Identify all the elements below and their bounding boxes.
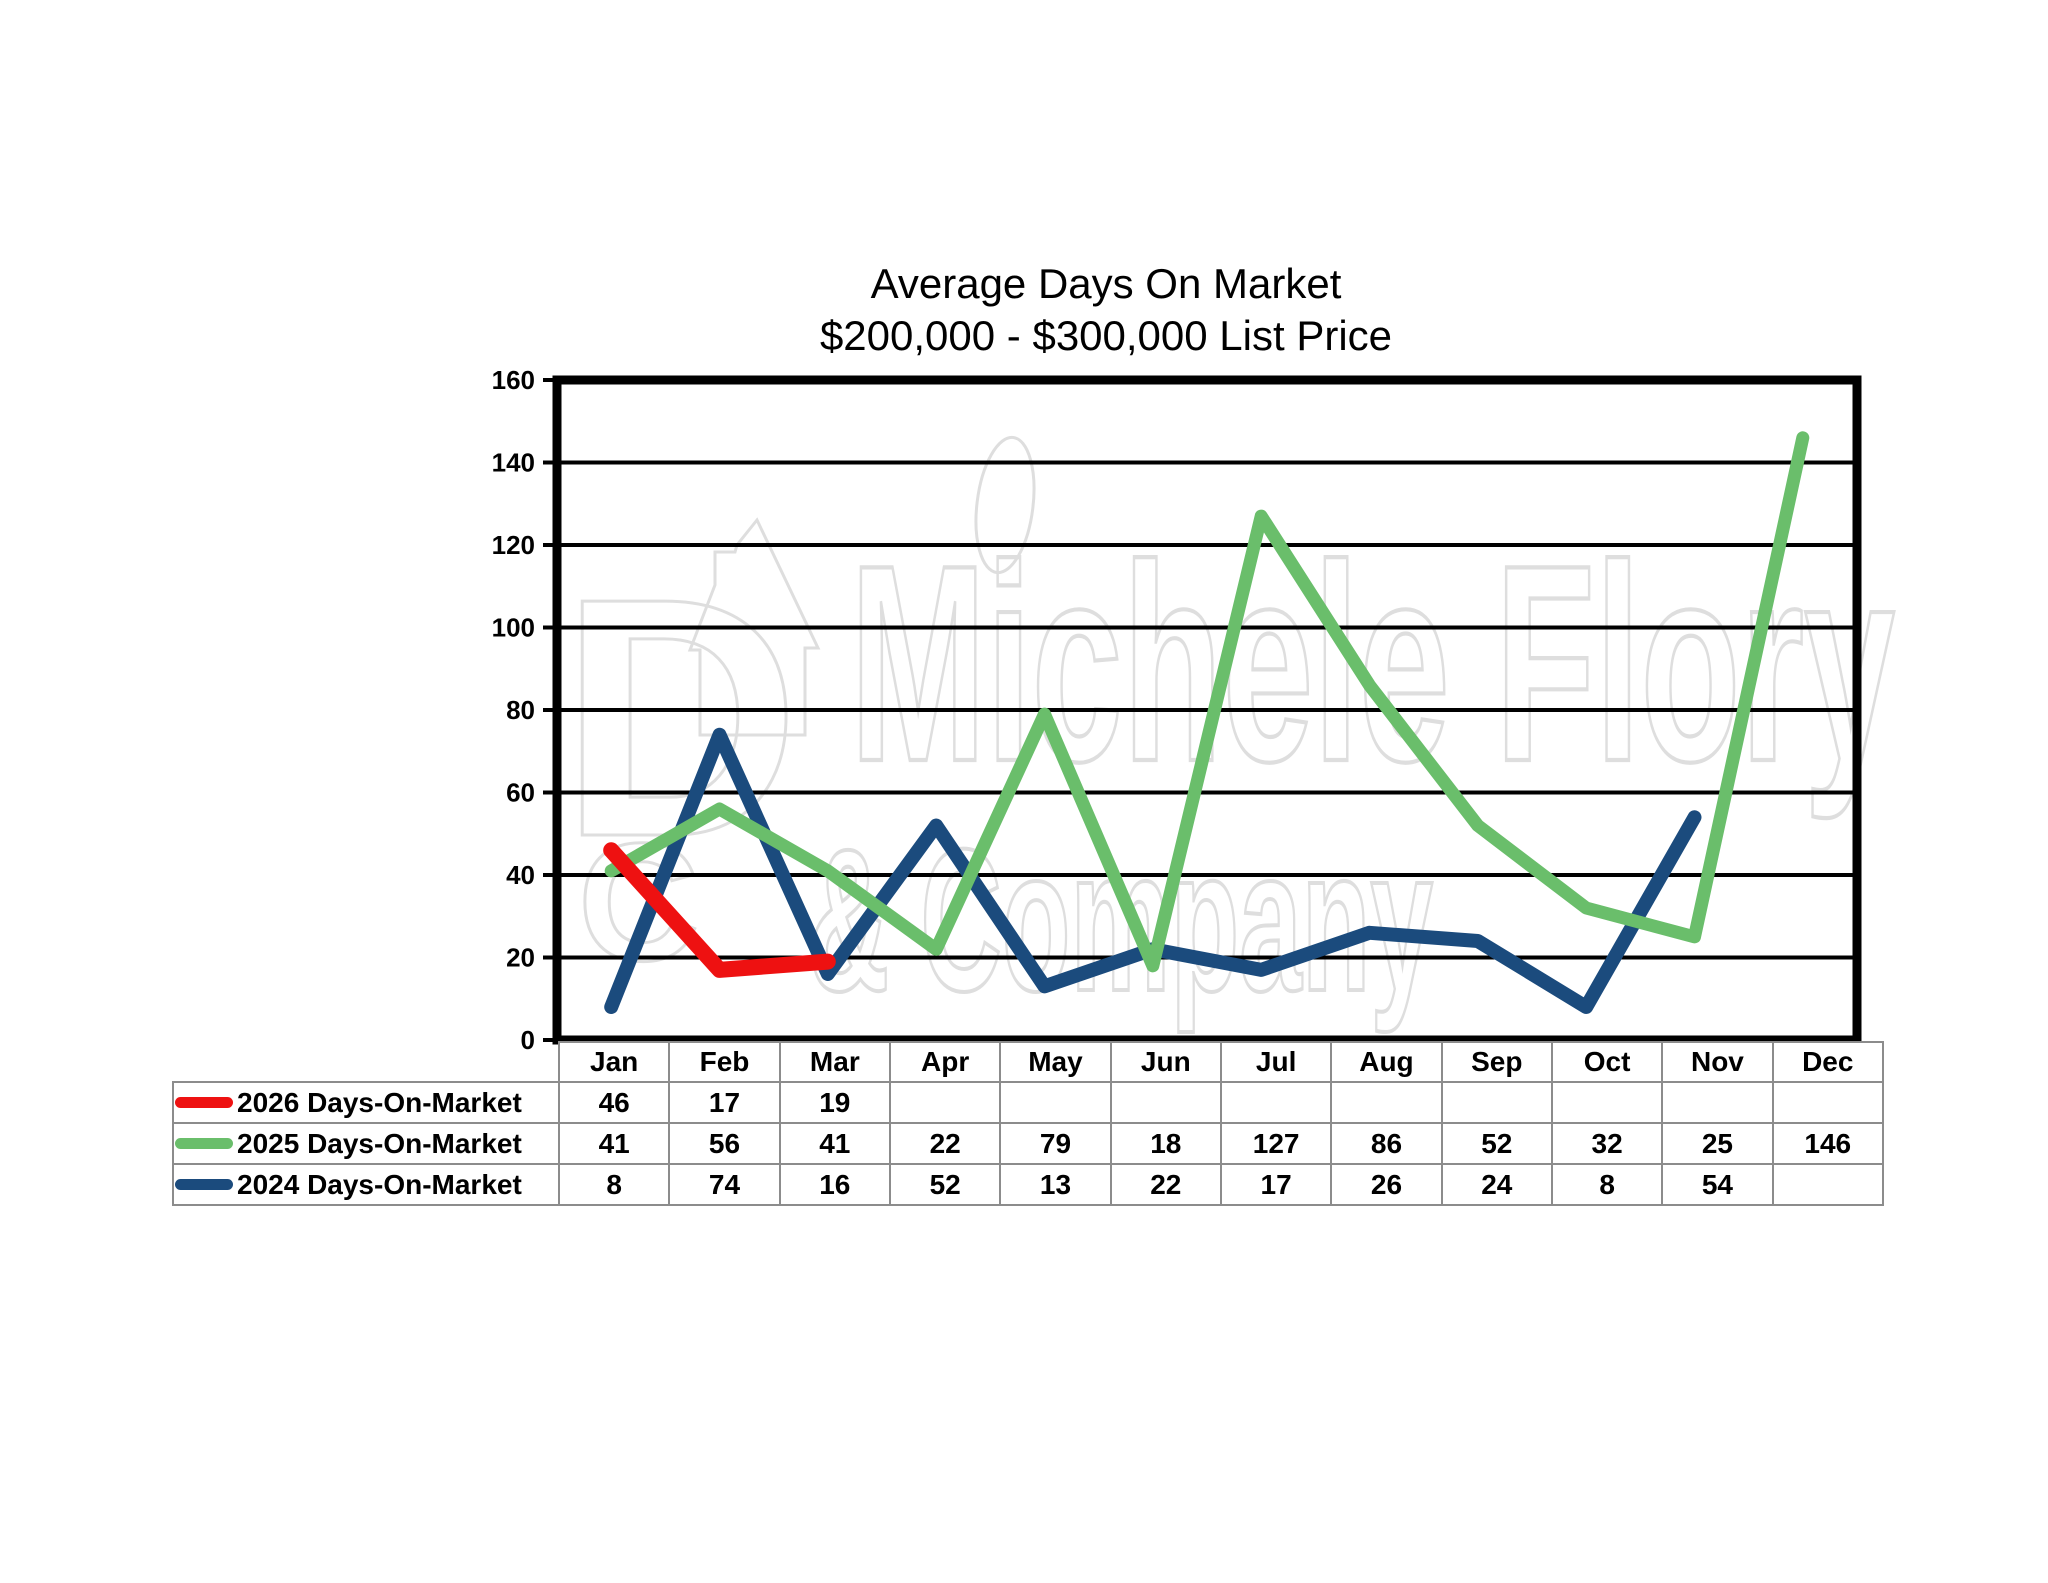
cell-2025-sep: 52	[1440, 1122, 1553, 1165]
cell-2024-jul: 17	[1219, 1163, 1333, 1206]
data-table: Jan Feb Mar Apr May Jun Jul Aug Sep Oct Nov Dec 2026…	[172, 1041, 1884, 1206]
series-line-2026	[603, 842, 836, 978]
legend-cell-2025: 2025 Days-On-Market	[172, 1122, 560, 1165]
month-header-apr: Apr	[888, 1041, 1002, 1083]
cell-2024-jun: 22	[1109, 1163, 1222, 1206]
cell-2025-oct: 32	[1550, 1122, 1664, 1165]
series-line-2025	[604, 431, 1810, 973]
legend-marker-2026	[175, 1097, 233, 1108]
cell-2026-apr	[888, 1081, 1002, 1124]
month-header-jan: Jan	[557, 1041, 671, 1083]
cell-2025-mar: 41	[778, 1122, 891, 1165]
cell-2026-feb: 17	[668, 1081, 781, 1124]
chart-title-block: Average Days On Market $200,000 - $300,0…	[456, 258, 1756, 362]
y-axis-label-40: 40	[506, 860, 535, 890]
table-corner-blank	[173, 1042, 559, 1082]
y-axis-label-80: 80	[506, 695, 535, 725]
watermark-line1: Michele Flory	[850, 507, 1895, 820]
cell-2025-jul: 127	[1219, 1122, 1333, 1165]
month-header-feb: Feb	[668, 1041, 781, 1083]
leaf-icon	[974, 435, 1036, 575]
legend-marker-2025	[175, 1138, 233, 1149]
table-row-2026: 2026 Days-On-Market 46 17 19	[172, 1081, 1884, 1124]
month-header-dec: Dec	[1771, 1041, 1884, 1083]
cell-2024-feb: 74	[668, 1163, 781, 1206]
y-axis-label-60: 60	[506, 778, 535, 808]
legend-cell-2026: 2026 Days-On-Market	[172, 1081, 560, 1124]
cell-2024-apr: 52	[888, 1163, 1002, 1206]
cell-2025-may: 79	[999, 1122, 1112, 1165]
cell-2026-dec	[1771, 1081, 1884, 1124]
cell-2026-may	[999, 1081, 1112, 1124]
y-axis-label-0: 0	[521, 1025, 535, 1055]
month-header-jun: Jun	[1109, 1041, 1222, 1083]
y-axis-label-160: 160	[492, 365, 535, 395]
cell-2025-jan: 41	[557, 1122, 671, 1165]
cell-2025-jun: 18	[1109, 1122, 1222, 1165]
month-header-aug: Aug	[1330, 1041, 1443, 1083]
cell-2024-sep: 24	[1440, 1163, 1553, 1206]
cell-2026-jul	[1219, 1081, 1333, 1124]
cell-2026-sep	[1440, 1081, 1553, 1124]
cell-2026-oct	[1550, 1081, 1664, 1124]
cell-2024-jan: 8	[557, 1163, 671, 1206]
watermark-line2: & Company	[808, 807, 1433, 1033]
legend-cell-2024: 2024 Days-On-Market	[172, 1163, 560, 1206]
cell-2024-mar: 16	[778, 1163, 891, 1206]
cell-2025-dec: 146	[1771, 1122, 1884, 1165]
cell-2026-nov	[1661, 1081, 1774, 1124]
cell-2025-aug: 86	[1330, 1122, 1443, 1165]
month-header-jul: Jul	[1219, 1041, 1333, 1083]
legend-label-2024: 2024 Days-On-Market	[237, 1168, 522, 1200]
legend-label-2026: 2026 Days-On-Market	[237, 1086, 522, 1118]
month-header-nov: Nov	[1661, 1041, 1774, 1083]
cell-2026-mar: 19	[778, 1081, 891, 1124]
y-axis-label-120: 120	[492, 530, 535, 560]
cell-2024-may: 13	[999, 1163, 1112, 1206]
legend-marker-2024	[175, 1179, 233, 1190]
cell-2024-aug: 26	[1330, 1163, 1443, 1206]
cell-2025-apr: 22	[888, 1122, 1002, 1165]
house-icon	[687, 517, 821, 737]
table-row-2025: 2025 Days-On-Market 41 56 41 22 79 18 127 86 52 32…	[172, 1122, 1884, 1165]
chart-title: Average Days On Market	[870, 260, 1342, 307]
y-axis-label-20: 20	[506, 943, 535, 973]
cell-2026-jun	[1109, 1081, 1222, 1124]
cell-2025-nov: 25	[1661, 1122, 1774, 1165]
chart-subtitle: $200,000 - $300,000 List Price	[819, 312, 1393, 359]
legend-label-2025: 2025 Days-On-Market	[237, 1127, 522, 1159]
month-header-mar: Mar	[778, 1041, 891, 1083]
y-axis-label-140: 140	[492, 448, 535, 478]
cell-2026-jan: 46	[557, 1081, 671, 1124]
month-header-may: May	[999, 1041, 1112, 1083]
month-header-oct: Oct	[1550, 1041, 1664, 1083]
y-axis: 0 20 40 60 80 100 120 140 160	[492, 365, 1857, 1055]
plot-border	[552, 375, 1862, 1045]
y-axis-label-100: 100	[492, 613, 535, 643]
cell-2024-dec	[1771, 1163, 1884, 1206]
cell-2026-aug	[1330, 1081, 1443, 1124]
cell-2024-nov: 54	[1661, 1163, 1774, 1206]
cell-2025-feb: 56	[668, 1122, 781, 1165]
month-header-sep: Sep	[1440, 1041, 1553, 1083]
cell-2024-oct: 8	[1550, 1163, 1664, 1206]
table-row-2024: 2024 Days-On-Market 8 74 16 52 13 22 17 26 24 8 54	[172, 1163, 1884, 1206]
